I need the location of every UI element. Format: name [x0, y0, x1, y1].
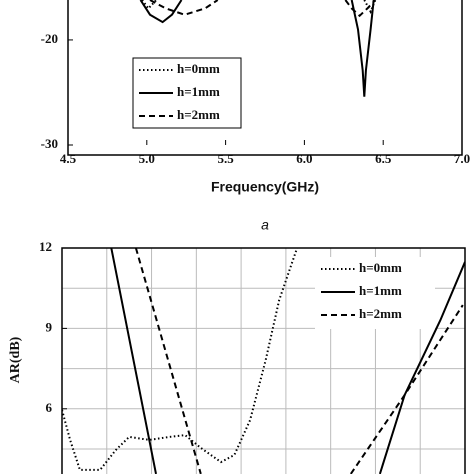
legend-label: h=0mm: [359, 260, 402, 275]
y-axis-title: AR(dB): [8, 336, 23, 383]
legend-label: h=1mm: [359, 283, 402, 298]
series-group: [62, 248, 465, 474]
caption: a: [261, 217, 269, 233]
legend-label: h=2mm: [177, 107, 220, 122]
series-line: [139, 0, 375, 97]
plot-frame: [67, 0, 463, 156]
x-tick-label: 5.0: [139, 151, 155, 166]
legend-label: h=1mm: [177, 84, 220, 99]
y-tick-label: -30: [41, 136, 58, 151]
x-tick-label: 6.0: [296, 151, 312, 166]
x-tick-label: 6.5: [375, 151, 392, 166]
legend-label: h=0mm: [177, 61, 220, 76]
x-axis-title: Frequency(GHz): [211, 179, 319, 195]
series-line: [141, 0, 377, 14]
x-tick-label: 5.5: [217, 151, 234, 166]
y-tick-label: 12: [39, 239, 52, 254]
plot-frame: [61, 247, 466, 474]
series-line: [62, 248, 299, 471]
series-line: [149, 0, 377, 18]
y-tick-label: -20: [41, 31, 58, 46]
y-tick-label: 6: [46, 400, 53, 415]
series-group: [139, 0, 377, 97]
y-tick-label: 9: [46, 319, 53, 334]
series-line: [134, 248, 464, 474]
legend-label: h=2mm: [359, 306, 402, 321]
series-line: [110, 248, 465, 474]
